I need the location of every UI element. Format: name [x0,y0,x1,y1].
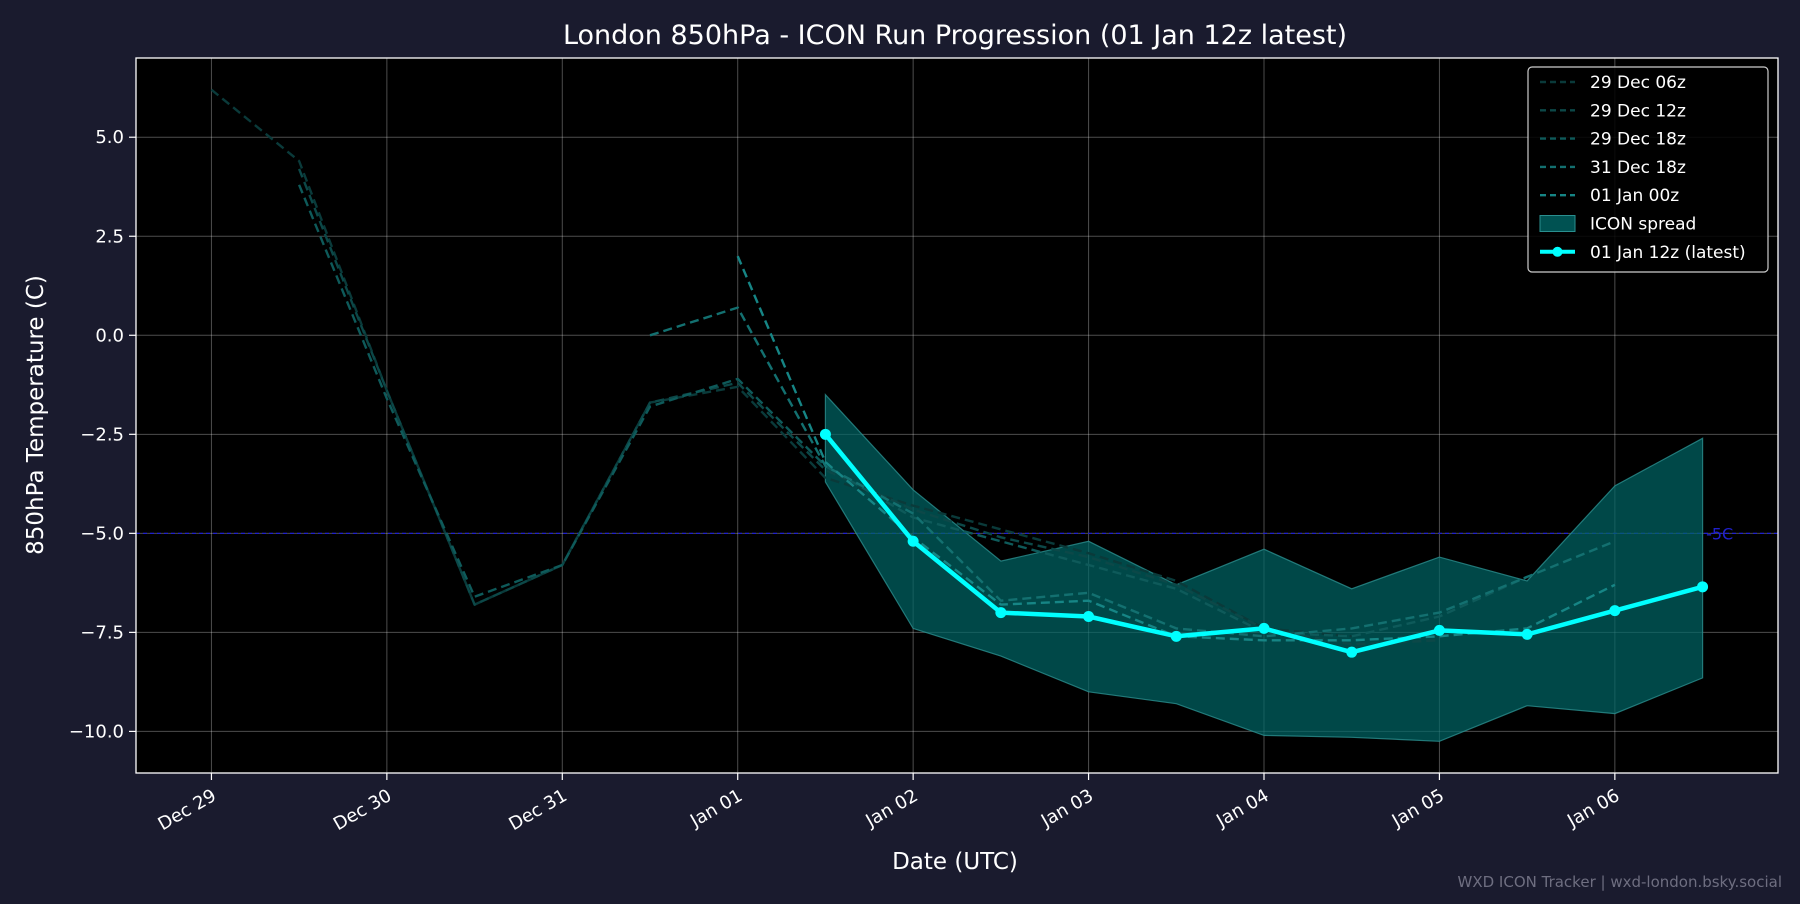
latest-point [1083,611,1095,623]
footer-credit: WXD ICON Tracker | wxd-london.bsky.socia… [1458,873,1783,891]
y-axis-label: 850hPa Temperature (C) [23,275,49,555]
legend-label: 29 Dec 06z [1590,73,1686,93]
legend: 29 Dec 06z 29 Dec 12z 29 Dec 18z 31 Dec 18z… [1527,66,1769,273]
chart-title: London 850hPa - ICON Run Progression (01… [563,20,1347,51]
plot-frame [135,57,1779,774]
y-tick-label: 5.0 [95,127,124,148]
latest-point [1433,624,1445,636]
latest-point [995,607,1007,619]
latest-point [907,535,919,547]
legend-label: 31 Dec 18z [1590,158,1686,178]
y-tick-label: −2.5 [80,424,124,445]
y-tick-label: −10.0 [69,721,124,742]
y-tick-label: −5.0 [80,523,124,544]
latest-series-group [819,428,1709,658]
series-line-0 [210,88,1352,638]
latest-point [819,428,831,440]
reference-line-label: -5C [1706,524,1733,543]
latest-point [1697,581,1709,593]
latest-point [1170,630,1182,642]
y-tick-label: 2.5 [95,226,124,247]
legend-label: 29 Dec 18z [1590,130,1686,150]
legend-box [1527,66,1769,273]
y-axis-ticks: 5.0 2.5 0.0 −2.5 −5.0 −7.5 −10.0 [69,127,136,742]
latest-point [1521,628,1533,640]
latest-point [1258,622,1270,634]
y-tick-label: −7.5 [80,622,124,643]
legend-label: 01 Jan 00z [1590,186,1679,206]
legend-swatch [1539,215,1576,232]
legend-marker [1552,246,1563,257]
spread-band [824,393,1704,742]
latest-point [1609,605,1621,617]
y-tick-label: 0.0 [95,325,124,346]
series-line-2 [297,184,1528,638]
legend-label: ICON spread [1590,215,1696,235]
latest-point [1346,646,1358,658]
x-axis-label: Date (UTC) [892,849,1018,875]
spread-group [824,393,1704,742]
legend-label: 01 Jan 12z (latest) [1590,243,1746,263]
legend-label: 29 Dec 12z [1590,101,1686,121]
series-line-3 [649,306,1616,638]
